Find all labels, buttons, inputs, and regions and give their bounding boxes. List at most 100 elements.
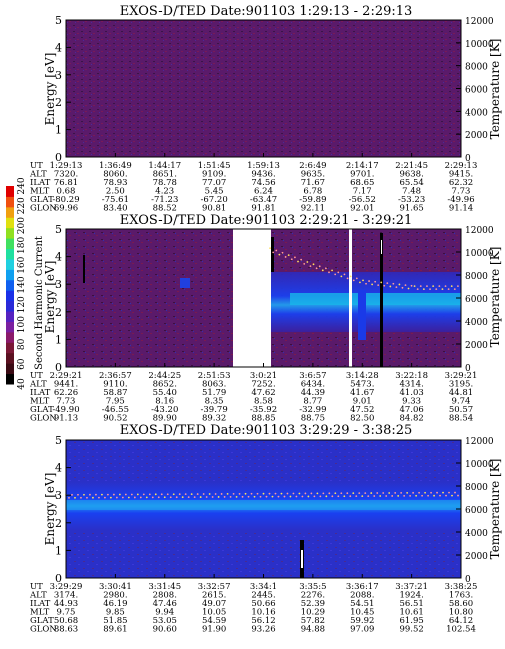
table-cell: 3:35:5 [299,582,326,592]
temperature-point [118,493,121,496]
temperature-point [442,491,444,494]
panel-2-ylabel: Energy [eV] [43,261,57,334]
table-cell: 47.52 [350,405,374,415]
y-tick-label: 2 [55,306,62,319]
table-cell: 2615. [202,591,226,601]
table-cell: 3:29:21 [445,371,478,381]
temperature-point [95,493,97,496]
colorbar-cell [6,352,14,364]
table-cell: 91.81 [251,204,275,214]
table-cell: 2:51:53 [198,371,231,381]
temperature-point [268,492,271,495]
temperature-point [340,492,343,495]
panel-2-streak [380,233,383,367]
row-label: ILAT [30,388,51,398]
temperature-point [193,496,196,499]
y2-tick-label: 2000 [465,131,488,141]
y2-tick-label: 6000 [465,295,488,305]
y2-tick-label: 4000 [465,529,488,539]
table-cell: 76.81 [54,178,78,188]
panel-3-y2label: Temperature [K] [488,459,502,560]
panel-2-streak [83,255,85,283]
temperature-point [444,285,447,288]
colorbar-cell [6,258,14,270]
colorbar-tick-label: 120 [17,296,27,313]
table-cell: 49.07 [202,599,226,609]
temperature-point [379,495,382,497]
table-cell: 51.85 [103,616,127,626]
temperature-point [404,284,407,287]
temperature-point [290,258,293,261]
row-label: ALT [29,591,47,601]
table-cell: 93.26 [251,625,275,635]
temperature-point [196,493,199,495]
temperature-point [112,493,115,496]
temperature-point [331,269,333,272]
temperature-point [334,492,337,495]
temperature-point [294,256,296,259]
colorbar-cell [6,331,14,343]
temperature-point [151,496,154,499]
table-cell: 7320. [54,170,78,180]
table-cell: 8652. [153,380,177,390]
table-cell: 71.67 [301,178,325,188]
table-cell: 53.05 [153,616,177,626]
table-cell: 9415. [449,170,473,180]
colorbar-cell [6,269,14,281]
colorbar-cell [6,311,14,322]
temperature-point [331,495,334,498]
table-cell: 8.16 [155,397,174,407]
table-cell: 6434. [301,380,325,390]
temperature-point [178,493,181,496]
table-cell: 90.60 [153,625,177,635]
temperature-point [364,492,367,495]
temperature-point [202,493,205,495]
colorbar-tick-label: 100 [17,316,27,333]
table-cell: 64.12 [449,616,473,626]
table-cell: 89.61 [103,625,127,635]
temperature-point [292,492,295,495]
row-label: GLON [30,625,57,635]
temperature-point [346,492,349,495]
table-cell: 44.39 [301,388,325,398]
panel-2-y2label: Temperature [K] [488,247,502,348]
table-cell: 97.09 [350,625,374,635]
temperature-point [361,495,364,498]
table-cell: -63.47 [250,195,277,205]
y2-tick-label: 2000 [465,341,488,351]
temperature-point [439,494,441,497]
temperature-point [391,495,394,497]
temperature-point [106,493,109,496]
table-cell: 82.50 [350,414,374,424]
table-cell: 2980. [103,591,127,601]
table-cell: 50.66 [251,599,275,609]
table-cell: 51.79 [202,388,226,398]
y-tick-label: 3 [55,489,62,502]
panel-1-y2label: Temperature [K] [488,39,502,140]
y-tick-label: 0 [55,572,62,585]
table-cell: 65.54 [399,178,423,188]
table-cell: 69.96 [54,204,78,214]
temperature-point [226,493,229,495]
temperature-point [306,261,309,263]
table-cell: -80.29 [52,195,79,205]
row-label: MLT [30,397,50,407]
temperature-point [98,496,100,499]
y-tick-label: 4 [55,251,62,264]
temperature-point [368,280,370,282]
table-cell: 3:37:21 [395,582,428,592]
panel-2-streak [381,240,382,254]
temperature-point [367,495,370,497]
temperature-point [438,285,441,288]
table-cell: 9635. [301,170,325,180]
temperature-point [388,492,391,494]
temperature-point [448,491,450,494]
table-cell: 1:29:13 [50,161,83,171]
table-cell: 3195. [449,380,473,390]
temperature-point [385,495,388,497]
table-cell: 5473. [350,380,374,390]
table-cell: -67.20 [201,195,228,205]
table-cell: 6.24 [254,187,273,197]
panel-1-title: EXOS-D/TED Date:901103 1:29:13 - 2:29:13 [120,4,413,19]
colorbar-ticks: 40 60 80 100 120 140 160 180 200 220 240 [17,177,27,390]
